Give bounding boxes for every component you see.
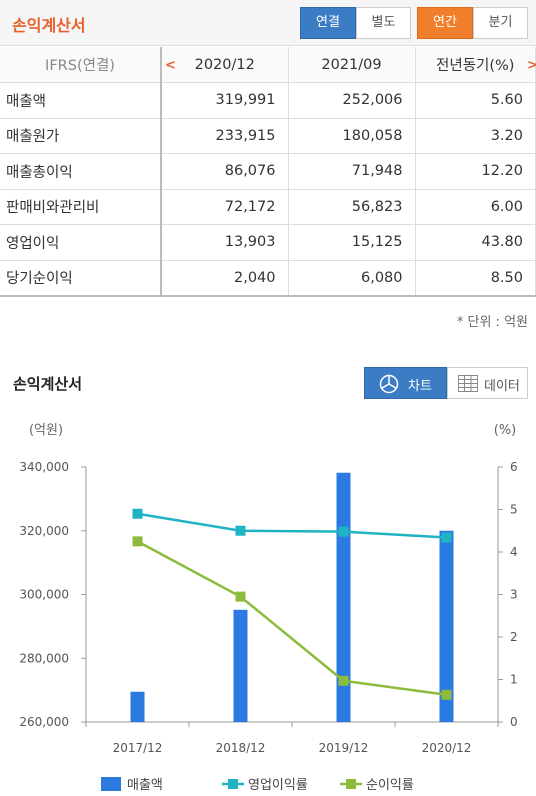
prev-period-arrow-icon[interactable]: < (165, 58, 176, 73)
line-순이익률 (136, 540, 447, 697)
column-header: 전년동기(%) (415, 47, 536, 83)
table-cell: 86,076 (161, 153, 289, 190)
bar-매출액 (130, 691, 145, 722)
table-cell: 2,040 (161, 260, 289, 297)
right-axis-tick-label: 3 (510, 588, 518, 602)
row-label: 매출액 (0, 82, 162, 119)
left-axis-tick-label: 320,000 (19, 524, 69, 538)
bar-매출액 (439, 530, 454, 722)
point-영업이익률 (132, 508, 143, 519)
right-axis-tick-label: 1 (510, 673, 518, 687)
right-axis-unit: (%) (494, 423, 517, 438)
row-label: 매출총이익 (0, 153, 162, 190)
table-header-row: IFRS(연결) 2020/12 2021/09 전년동기(%) (0, 47, 536, 83)
line-영업이익률 (137, 512, 447, 539)
table-cell: 3.20 (415, 118, 536, 154)
table-grid-icon (458, 375, 478, 392)
pie-chart-icon (379, 374, 399, 394)
x-axis-tick-label: 2018/12 (216, 741, 266, 755)
left-axis-tick-label: 300,000 (19, 588, 69, 602)
right-axis-tick-label: 4 (510, 545, 518, 559)
point-순이익률 (132, 536, 143, 547)
x-axis-tick-label: 2020/12 (422, 741, 472, 755)
header-bar: 손익계산서 연결 별도 연간 분기 (0, 0, 536, 46)
table-cell: 6,080 (288, 260, 416, 297)
legend-swatch (101, 777, 121, 791)
table-cell: 13,903 (161, 224, 289, 261)
income-chart: (억원) (%) 260,000280,000300,000320,000340… (19, 423, 518, 793)
chart-view-button[interactable]: 차트 (364, 367, 447, 399)
data-button-label: 데이터 (484, 379, 520, 394)
legend-label: 영업이익률 (248, 778, 308, 793)
next-period-arrow-icon[interactable]: > (527, 58, 536, 73)
right-axis-tick-label: 0 (510, 715, 518, 729)
column-header: 2021/09 (288, 47, 416, 83)
legend-label: 매출액 (127, 778, 163, 793)
financial-table: IFRS(연결) 2020/12 2021/09 전년동기(%) 매출액 319… (0, 47, 536, 297)
table-cell: 72,172 (161, 189, 289, 225)
legend-label: 순이익률 (366, 778, 414, 793)
row-label: 영업이익 (0, 224, 162, 261)
table-cell: 71,948 (288, 153, 416, 190)
page-title: 손익계산서 (12, 16, 86, 35)
data-view-button[interactable]: 데이터 (447, 367, 528, 399)
table-cell: 6.00 (415, 189, 536, 225)
left-axis-tick-label: 260,000 (19, 715, 69, 729)
point-순이익률 (235, 591, 246, 602)
row-label: 당기순이익 (0, 260, 162, 297)
row-label: 판매비와관리비 (0, 189, 162, 225)
table-cell: 12.20 (415, 153, 536, 190)
table-row: 매출원가 233,915 180,058 3.20 (0, 118, 536, 154)
table-cell: 180,058 (288, 118, 416, 154)
unit-note: * 단위 : 억원 (456, 315, 528, 330)
point-영업이익률 (235, 525, 246, 536)
table-cell: 8.50 (415, 260, 536, 297)
table-row: 당기순이익 2,040 6,080 8.50 (0, 260, 536, 297)
separate-button[interactable]: 별도 (356, 7, 411, 39)
x-axis-tick-label: 2019/12 (319, 741, 369, 755)
table-row: 매출액 319,991 252,006 5.60 (0, 82, 536, 119)
x-axis-tick-label: 2017/12 (113, 741, 163, 755)
table-cell: 233,915 (161, 118, 289, 154)
table-cell: 56,823 (288, 189, 416, 225)
table-cell: 252,006 (288, 82, 416, 119)
quarterly-button[interactable]: 분기 (473, 7, 528, 39)
point-영업이익률 (441, 532, 452, 543)
column-header: 2020/12 (161, 47, 289, 83)
left-axis-tick-label: 280,000 (19, 651, 69, 665)
row-label: 매출원가 (0, 118, 162, 154)
left-axis-unit: (억원) (29, 423, 63, 438)
legend-marker (346, 779, 356, 789)
table-cell: 43.80 (415, 224, 536, 261)
point-영업이익률 (338, 526, 349, 537)
table-row: 판매비와관리비 72,172 56,823 6.00 (0, 189, 536, 225)
right-axis-tick-label: 2 (510, 630, 518, 644)
column-header-label: IFRS(연결) (0, 47, 162, 83)
table-row: 매출총이익 86,076 71,948 12.20 (0, 153, 536, 190)
right-axis-tick-label: 6 (510, 460, 518, 474)
left-axis-tick-label: 340,000 (19, 460, 69, 474)
bar-매출액 (233, 609, 248, 722)
right-axis-tick-label: 5 (510, 503, 518, 517)
annual-button[interactable]: 연간 (417, 7, 473, 39)
table-row: 영업이익 13,903 15,125 43.80 (0, 224, 536, 261)
table-cell: 5.60 (415, 82, 536, 119)
table-cell: 15,125 (288, 224, 416, 261)
table-cell: 319,991 (161, 82, 289, 119)
point-순이익률 (338, 675, 349, 686)
chart-button-label: 차트 (408, 379, 432, 394)
consolidated-button[interactable]: 연결 (300, 7, 356, 39)
point-순이익률 (441, 689, 452, 700)
legend-marker (228, 779, 238, 789)
chart-section-title: 손익계산서 (13, 375, 83, 393)
